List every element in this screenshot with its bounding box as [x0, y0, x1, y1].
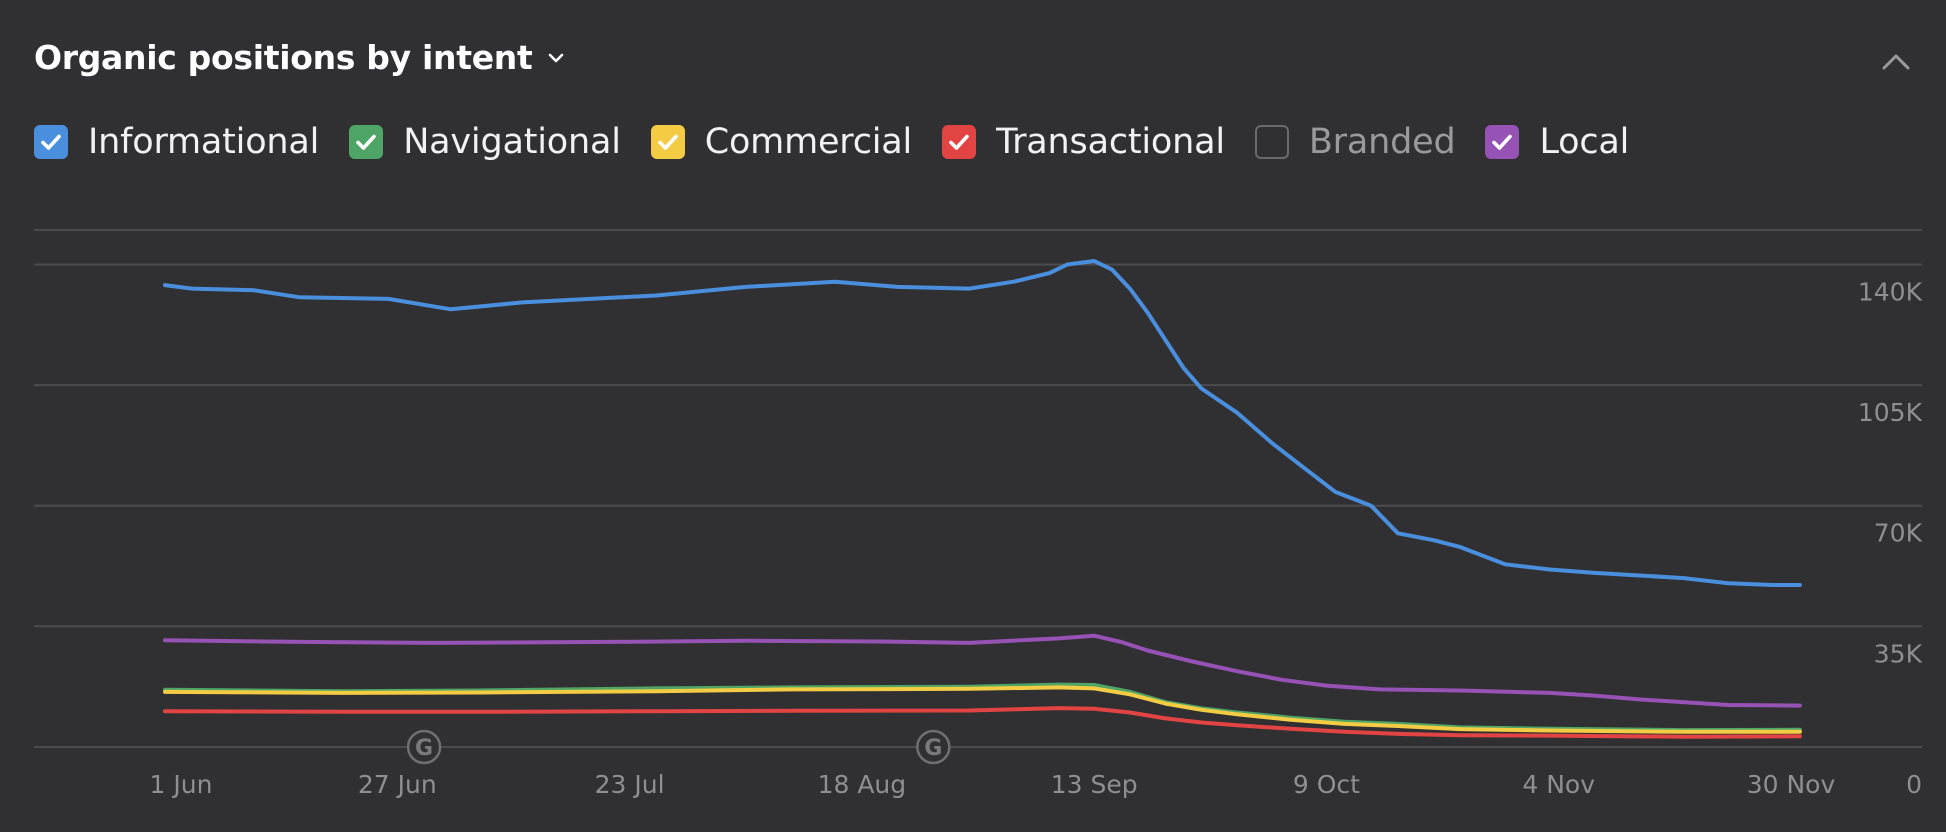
local-label: Local: [1539, 122, 1630, 162]
y-tick-label: 35K: [1874, 639, 1923, 668]
x-tick-label: 1 Jun: [150, 770, 213, 799]
informational-label: Informational: [88, 122, 320, 162]
collapse-chevron-up-icon[interactable]: [1878, 44, 1914, 80]
google-marker-circle: [406, 729, 442, 765]
commercial-label: Commercial: [704, 122, 913, 162]
y-tick-label: 0: [1906, 770, 1922, 799]
x-tick-label: 30 Nov: [1747, 770, 1836, 799]
x-tick-label: 18 Aug: [818, 770, 907, 799]
y-tick-label: 140K: [1858, 277, 1923, 306]
google-update-marker-2[interactable]: G: [916, 729, 951, 765]
checkmark-icon: [657, 134, 678, 150]
legend-item-local[interactable]: Local: [1485, 122, 1629, 162]
google-g-icon: G: [924, 736, 942, 761]
commercial-checkbox[interactable]: [650, 125, 685, 159]
chart-header: Organic positions by intent: [34, 38, 568, 77]
google-marker-circle: [916, 729, 951, 765]
legend-item-informational[interactable]: Informational: [34, 122, 319, 162]
x-tick-label: 4 Nov: [1522, 770, 1595, 799]
checkmark-icon: [1492, 134, 1513, 150]
branded-label: Branded: [1308, 122, 1456, 162]
local-checkbox[interactable]: [1485, 125, 1520, 159]
series-line-informational: [163, 259, 1802, 587]
legend-item-navigational[interactable]: Navigational: [349, 122, 621, 162]
informational-checkbox[interactable]: [34, 125, 68, 159]
navigational-checkbox[interactable]: [349, 125, 384, 159]
series-line-local: [163, 633, 1802, 708]
google-update-marker-1[interactable]: G: [406, 729, 442, 765]
legend: Informational Navigational Commercial Tr…: [34, 122, 1659, 162]
transactional-label: Transactional: [996, 122, 1225, 162]
x-tick-label: 9 Oct: [1293, 770, 1360, 799]
legend-item-branded[interactable]: Branded: [1254, 122, 1456, 162]
navigational-label: Navigational: [403, 122, 621, 162]
chart-title: Organic positions by intent: [34, 38, 533, 77]
google-g-icon: G: [415, 736, 433, 761]
checkmark-icon: [41, 134, 61, 150]
chevron-down-icon[interactable]: [544, 46, 568, 70]
legend-item-commercial[interactable]: Commercial: [650, 122, 913, 162]
checkmark-icon: [949, 134, 969, 150]
legend-item-transactional[interactable]: Transactional: [942, 122, 1225, 162]
branded-checkbox[interactable]: [1254, 125, 1289, 159]
y-tick-label: 105K: [1858, 398, 1923, 427]
x-tick-label: 23 Jul: [595, 770, 665, 799]
checkmark-icon: [356, 134, 376, 150]
series-line-commercial: [163, 685, 1802, 734]
transactional-checkbox[interactable]: [942, 125, 977, 159]
y-tick-label: 70K: [1874, 519, 1923, 548]
series-line-transactional: [163, 706, 1802, 739]
x-tick-label: 13 Sep: [1051, 770, 1138, 799]
x-tick-label: 27 Jun: [358, 770, 437, 799]
